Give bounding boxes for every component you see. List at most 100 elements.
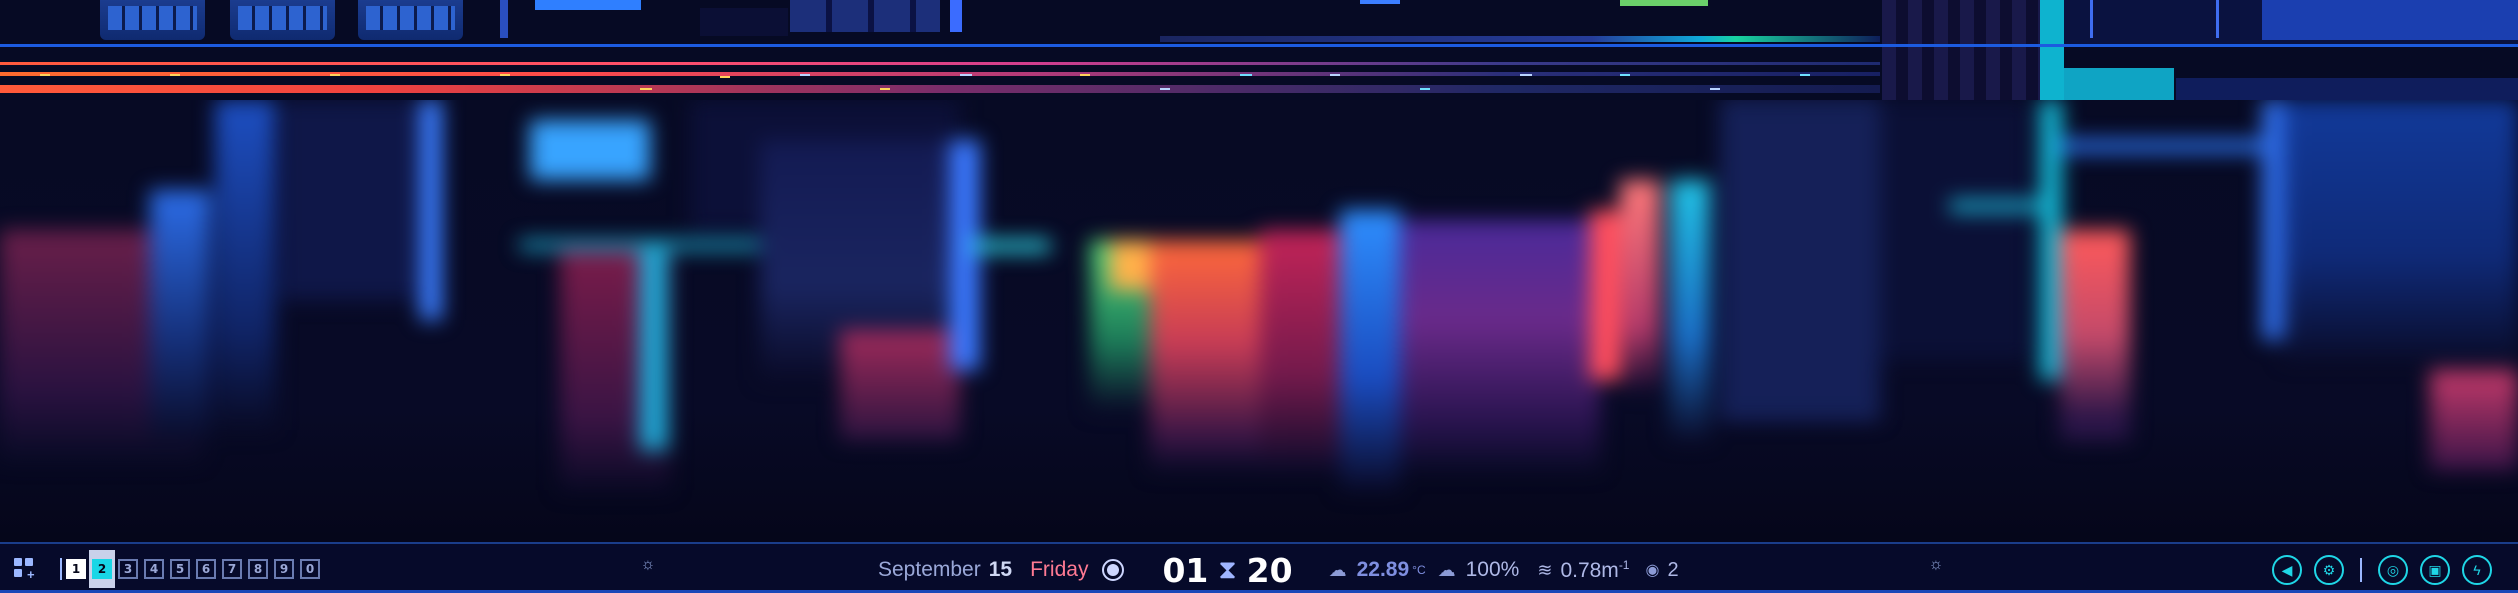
wallpaper-light (960, 74, 972, 76)
apps-grid-cell (14, 558, 22, 566)
moon-icon (1102, 559, 1125, 581)
apps-grid-cell (14, 569, 22, 577)
workspace-2[interactable]: 2 (92, 559, 112, 579)
volume-icon[interactable]: ◀ (2272, 555, 2302, 585)
date-day: 15 (988, 558, 1013, 581)
wind-icon: ≋ (1537, 559, 1553, 580)
workspace-3[interactable]: 3 (118, 559, 138, 579)
blur-shape (2262, 100, 2284, 340)
taskbar-edge (0, 590, 2518, 593)
blur-shape (2284, 100, 2518, 360)
wallpaper-light (720, 76, 730, 78)
blur-shape (1590, 210, 1620, 380)
eye-icon: ◉ (1645, 562, 1660, 579)
wallpaper-reflection (0, 100, 2518, 540)
weather-visibility: 2 (1667, 558, 1679, 581)
blur-shape (1670, 180, 1710, 440)
blur-shape (1950, 200, 2040, 212)
blur-shape (1720, 100, 1880, 420)
wallpaper-block (2176, 78, 2518, 100)
wallpaper-light (500, 74, 510, 76)
blur-shape (2430, 370, 2518, 470)
wallpaper-window (230, 0, 335, 40)
workspace-5[interactable]: 5 (170, 559, 190, 579)
wallpaper-block (2262, 0, 2518, 40)
tray-separator (2360, 558, 2362, 582)
blur-shape (420, 100, 442, 320)
wallpaper-rail (0, 72, 1880, 76)
blur-shape (640, 250, 668, 450)
wallpaper-block (790, 0, 940, 32)
wallpaper-block (2064, 68, 2174, 100)
workspace-separator (60, 558, 62, 580)
blur-shape (2060, 140, 2280, 152)
clock-minutes: 20 (1246, 550, 1293, 590)
blur-shape (520, 240, 760, 250)
blur-shape (215, 100, 275, 430)
weather-wind-unit: -1 (1618, 557, 1630, 572)
weather-temperature: 22.89 (1356, 558, 1410, 581)
weather-wind: 0.78m-1 (1560, 558, 1629, 583)
wallpaper-window (358, 0, 463, 40)
taskbar: + 1 2 3 4 5 6 7 8 9 0 ☼ September 15 Fri… (0, 542, 2518, 593)
workspace-9[interactable]: 9 (274, 559, 294, 579)
blur-shape (970, 240, 1050, 252)
brightness-icon: ☼ (640, 556, 656, 573)
workspace-switcher: 1 2 3 4 5 6 7 8 9 0 (66, 556, 320, 582)
blur-shape (1880, 100, 2030, 360)
blur-shape (950, 140, 980, 370)
workspace-0[interactable]: 0 (300, 559, 320, 579)
wallpaper-block (1360, 0, 1400, 4)
clock-hours: 01 (1162, 550, 1209, 590)
wallpaper-block (2040, 0, 2064, 100)
power-icon[interactable]: ϟ (2462, 555, 2492, 585)
apps-grid-icon[interactable]: + (14, 558, 38, 582)
cloud-icon: ☁ (1328, 559, 1347, 580)
wallpaper-top (0, 0, 2518, 100)
wallpaper-block (950, 0, 962, 32)
weather-humidity: 100% (1465, 558, 1520, 581)
workspace-4[interactable]: 4 (144, 559, 164, 579)
weather-wind-value: 0.78m (1560, 558, 1619, 582)
blur-shape (280, 100, 420, 300)
wallpaper-light (170, 74, 180, 76)
wallpaper-rail (1160, 36, 1880, 42)
wallpaper-light (1330, 74, 1340, 76)
wallpaper-block (700, 8, 788, 36)
wallpaper-reflection-layer (0, 100, 2518, 540)
blur-shape (150, 190, 210, 440)
blur-shape (530, 120, 650, 180)
blur-shape (1620, 180, 1660, 390)
network-icon[interactable]: ◎ (2378, 555, 2408, 585)
wallpaper-block (2090, 0, 2093, 38)
gear-icon[interactable]: ⚙ (2314, 555, 2344, 585)
wallpaper-light (1080, 74, 1090, 76)
date-weekday: Friday (1030, 558, 1089, 581)
workspace-6[interactable]: 6 (196, 559, 216, 579)
wallpaper-rail (0, 62, 1880, 65)
workspace-8[interactable]: 8 (248, 559, 268, 579)
wallpaper-rail (0, 85, 1880, 93)
wallpaper-light (800, 74, 810, 76)
wallpaper-block (535, 0, 641, 10)
wallpaper-light (1620, 74, 1630, 76)
package-icon[interactable]: ▣ (2420, 555, 2450, 585)
cloud-sun-icon: ☁ (1437, 559, 1456, 580)
wallpaper-light (880, 88, 890, 90)
wallpaper-rail (0, 44, 2518, 47)
wallpaper-light (640, 88, 652, 90)
blur-shape (1260, 230, 1340, 470)
status-center: September 15 Friday 01 ⧗ 20 ☁ 22.89 °C ☁… (878, 550, 1679, 590)
blur-shape (1400, 220, 1600, 470)
wallpaper-light (1800, 74, 1810, 76)
apps-plus-icon: + (27, 567, 35, 582)
workspace-1[interactable]: 1 (66, 559, 86, 579)
workspace-7[interactable]: 7 (222, 559, 242, 579)
wallpaper-light (1160, 88, 1170, 90)
wallpaper-light (40, 74, 50, 76)
wallpaper-block (500, 0, 508, 38)
wallpaper-window (100, 0, 205, 40)
wallpaper-light (1520, 74, 1532, 76)
wallpaper-light (1420, 88, 1430, 90)
